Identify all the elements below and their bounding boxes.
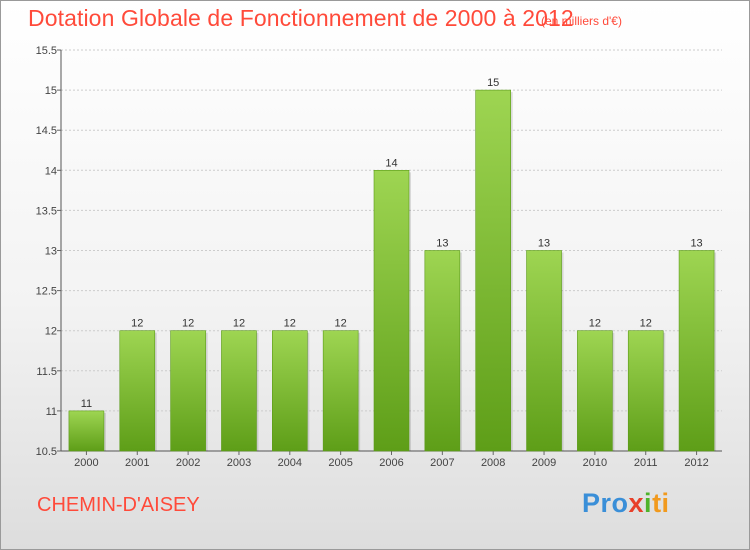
bars <box>68 89 717 452</box>
bar-2001 <box>119 330 156 452</box>
logo-part-3: i <box>644 488 653 518</box>
bar-2008 <box>475 89 511 452</box>
bar-2005 <box>322 330 359 452</box>
value-label: 14 <box>385 157 397 169</box>
value-label: 13 <box>538 238 550 250</box>
x-tick-label: 2009 <box>532 457 556 469</box>
x-tick-label: 2007 <box>430 457 454 469</box>
bar-2002 <box>170 330 206 452</box>
bar-2010 <box>577 330 613 452</box>
labels: 10.5 11 11.5 12 12.5 13 13.5 14 14.5 15 15.5 2000 11… <box>36 45 709 469</box>
y-tick-label: 15 <box>45 85 57 97</box>
y-tick-label: 13 <box>45 246 57 258</box>
value-label: 12 <box>284 318 296 330</box>
y-tick-label: 12 <box>45 326 57 338</box>
x-tick-label: 2010 <box>583 457 607 469</box>
logo-part-4: ti <box>652 488 670 518</box>
x-tick-label: 2001 <box>125 457 149 469</box>
y-tick-label: 14 <box>45 165 57 177</box>
bar-2003 <box>221 330 257 452</box>
bar-2012 <box>678 250 715 452</box>
value-label: 11 <box>81 398 92 410</box>
bar-2004 <box>272 330 308 452</box>
x-tick-label: 2012 <box>684 457 708 469</box>
x-tick-label: 2011 <box>634 457 658 469</box>
logo-part-1: Pro <box>582 488 629 518</box>
y-tick-label: 14.5 <box>36 125 57 137</box>
value-label: 12 <box>335 318 347 330</box>
y-tick-label: 13.5 <box>36 205 57 217</box>
y-tick-label: 15.5 <box>36 45 57 57</box>
chart-title: Dotation Globale de Fonctionnement de 20… <box>28 5 574 31</box>
bar-2000 <box>68 410 105 452</box>
x-tick-label: 2002 <box>176 457 200 469</box>
x-tick-label: 2000 <box>74 457 98 469</box>
y-tick-label: 11 <box>46 406 57 418</box>
proxiti-logo[interactable]: Proxiti <box>582 488 670 519</box>
x-tick-label: 2004 <box>278 457 302 469</box>
x-tick-label: 2008 <box>481 457 505 469</box>
bar-2011 <box>627 330 664 452</box>
bar-2006 <box>373 170 410 452</box>
x-tick-label: 2006 <box>379 457 403 469</box>
commune-name: CHEMIN-D'AISEY <box>37 494 200 516</box>
value-label: 12 <box>589 318 601 330</box>
value-label: 13 <box>436 238 448 250</box>
bar-2007 <box>424 250 461 452</box>
y-tick-label: 12.5 <box>36 286 57 298</box>
y-tick-label: 10.5 <box>36 446 57 458</box>
logo-part-2: x <box>628 488 645 518</box>
value-label: 12 <box>640 318 652 330</box>
bar-2009 <box>526 250 562 452</box>
value-label: 12 <box>233 318 245 330</box>
x-tick-label: 2005 <box>328 457 352 469</box>
x-tick-label: 2003 <box>227 457 251 469</box>
value-label: 13 <box>690 238 702 250</box>
value-label: 12 <box>182 318 194 330</box>
unit-note: (en milliers d'€) <box>541 14 622 28</box>
value-label: 12 <box>131 318 143 330</box>
y-tick-label: 11.5 <box>36 366 57 378</box>
value-label: 15 <box>487 77 499 89</box>
